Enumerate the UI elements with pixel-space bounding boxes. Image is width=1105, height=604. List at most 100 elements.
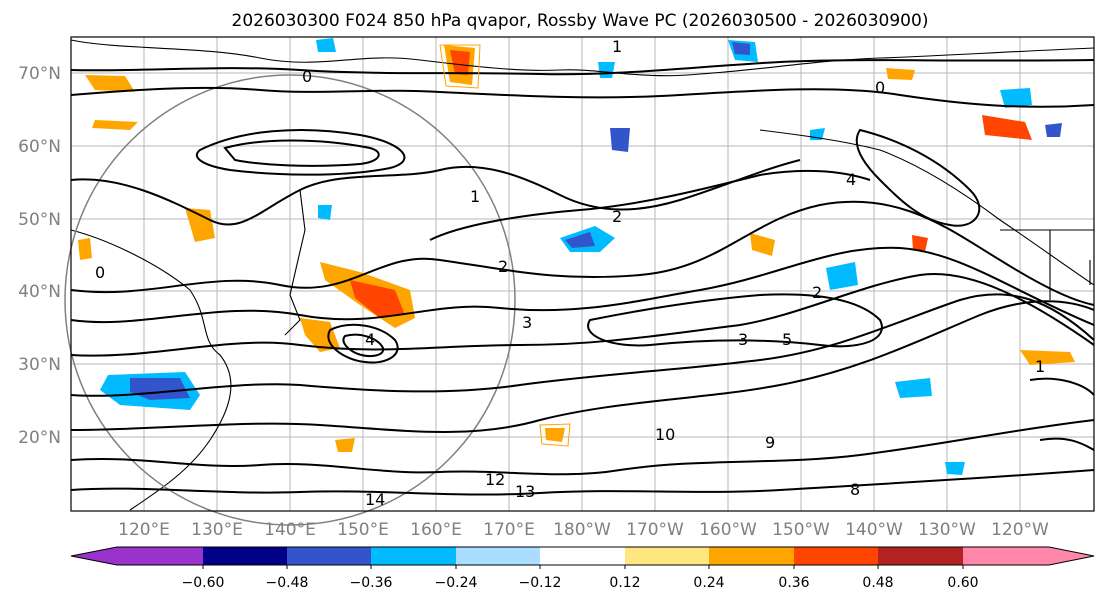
lon-label: 120°E bbox=[118, 520, 170, 540]
lon-label: 140°W bbox=[845, 520, 903, 540]
colorbar-ticks bbox=[202, 565, 964, 569]
colorbar-segment bbox=[878, 547, 963, 565]
lon-label: 170°E bbox=[483, 520, 535, 540]
map-panel: 1 0 0 1 2 2 3 3 4 2 4 5 10 12 13 14 9 8 … bbox=[64, 36, 1095, 526]
america-coastline bbox=[759, 129, 1095, 286]
colorbar-segment bbox=[456, 547, 540, 565]
lat-label: 20°N bbox=[18, 428, 61, 448]
contour-label-group: 1 0 0 1 2 2 3 3 4 2 4 5 10 12 13 14 9 8 … bbox=[95, 37, 1045, 509]
colorbar-segment bbox=[371, 547, 456, 565]
lon-label: 120°W bbox=[991, 520, 1049, 540]
strong-negative-anomaly bbox=[565, 232, 595, 248]
colorbar-tick-label: 0.12 bbox=[609, 575, 640, 591]
contour-line bbox=[70, 419, 1095, 476]
contour-label: 14 bbox=[365, 490, 385, 509]
contour-label: 0 bbox=[875, 78, 885, 97]
contour-label: 3 bbox=[522, 313, 532, 332]
colorbar-extend-low bbox=[71, 547, 117, 565]
strong-positive-anomaly bbox=[350, 280, 405, 318]
contour-line bbox=[70, 59, 1095, 76]
negative-anomaly bbox=[826, 262, 858, 290]
arctic-coastline bbox=[70, 39, 1095, 77]
strong-negative-anomaly bbox=[1045, 123, 1062, 137]
positive-anomaly bbox=[886, 68, 915, 80]
contour-line bbox=[855, 128, 981, 227]
lat-label: 70°N bbox=[18, 64, 61, 84]
lat-label: 60°N bbox=[18, 137, 61, 157]
colorbar-segment bbox=[287, 547, 371, 565]
contour-label: 8 bbox=[850, 480, 860, 499]
contour-label: 12 bbox=[485, 470, 505, 489]
colorbar-outline bbox=[70, 546, 1095, 566]
strong-positive-anomaly bbox=[982, 115, 1032, 140]
colorbar-tick-label: 0.36 bbox=[778, 575, 809, 591]
contour-line bbox=[70, 469, 1095, 496]
colorbar-tick-label: 0.60 bbox=[947, 575, 978, 591]
lat-label: 50°N bbox=[18, 210, 61, 230]
japan-coastline bbox=[284, 189, 306, 336]
strong-negative-anomaly bbox=[732, 42, 750, 55]
colorbar-segment bbox=[709, 547, 794, 565]
coastlines bbox=[70, 39, 1095, 511]
longitude-labels: 120°E 130°E 140°E 150°E 160°E 170°E 180°… bbox=[118, 520, 1049, 540]
map-border bbox=[70, 36, 1095, 512]
contour-label: 9 bbox=[765, 433, 775, 452]
asia-coastline bbox=[70, 229, 232, 511]
colorbar-tick-label: −0.12 bbox=[519, 575, 562, 591]
anomaly-outlines bbox=[439, 44, 571, 447]
contour-label: 4 bbox=[365, 330, 375, 349]
contour-line bbox=[70, 159, 801, 226]
contour-line bbox=[327, 323, 399, 364]
positive-anomaly bbox=[1020, 350, 1075, 365]
contour-label: 10 bbox=[655, 425, 675, 444]
contour-lines bbox=[70, 59, 1095, 496]
contour-line bbox=[342, 333, 385, 357]
lon-label: 170°W bbox=[626, 520, 684, 540]
contour-label: 2 bbox=[498, 257, 508, 276]
contour-line bbox=[70, 86, 1095, 108]
colorbar-tick-label: −0.60 bbox=[182, 575, 225, 591]
lon-label: 180°W bbox=[553, 520, 611, 540]
contour-label: 0 bbox=[95, 263, 105, 282]
negative-anomaly bbox=[895, 378, 932, 398]
contour-line bbox=[70, 293, 1095, 397]
rossby-wave-circle bbox=[64, 74, 516, 526]
colorbar-tick-label: −0.36 bbox=[350, 575, 393, 591]
contour-label: 3 bbox=[738, 330, 748, 349]
negative-anomaly bbox=[945, 462, 965, 475]
lat-label: 30°N bbox=[18, 355, 61, 375]
positive-anomaly bbox=[335, 438, 355, 452]
colorbar-tick-label: 0.48 bbox=[862, 575, 893, 591]
contour-label: 4 bbox=[846, 170, 856, 189]
colorbar-extend-high bbox=[1049, 547, 1094, 565]
latitude-labels: 70°N 60°N 50°N 40°N 30°N 20°N bbox=[18, 64, 61, 448]
contour-label: 2 bbox=[812, 283, 822, 302]
contour-line bbox=[70, 246, 1095, 326]
strong-negative-anomaly bbox=[610, 128, 630, 152]
negative-anomaly bbox=[316, 38, 336, 52]
positive-anomaly bbox=[85, 75, 135, 92]
lon-label: 130°E bbox=[191, 520, 243, 540]
colorbar: −0.60 −0.48 −0.36 −0.24 −0.12 0.12 0.24 … bbox=[70, 546, 1095, 591]
colorbar-segments bbox=[117, 547, 1049, 565]
contour-label: 1 bbox=[612, 37, 622, 56]
colorbar-tick-labels: −0.60 −0.48 −0.36 −0.24 −0.12 0.12 0.24 … bbox=[182, 575, 979, 591]
contour-label: 0 bbox=[302, 67, 312, 86]
lon-label: 140°E bbox=[264, 520, 316, 540]
contour-label: 13 bbox=[515, 482, 535, 501]
colorbar-tick-label: −0.24 bbox=[435, 575, 478, 591]
contour-line bbox=[587, 293, 883, 348]
contour-line bbox=[70, 200, 1095, 306]
lon-label: 160°E bbox=[410, 520, 462, 540]
contour-line bbox=[70, 300, 1095, 433]
colorbar-segment bbox=[203, 547, 287, 565]
contour-line bbox=[1029, 377, 1095, 451]
lon-label: 160°W bbox=[699, 520, 757, 540]
lat-label: 40°N bbox=[18, 282, 61, 302]
lon-label: 150°W bbox=[772, 520, 830, 540]
lon-label: 150°E bbox=[337, 520, 389, 540]
negative-anomaly bbox=[1000, 88, 1032, 108]
positive-anomaly bbox=[545, 428, 565, 442]
anomaly-shading bbox=[78, 38, 1075, 475]
